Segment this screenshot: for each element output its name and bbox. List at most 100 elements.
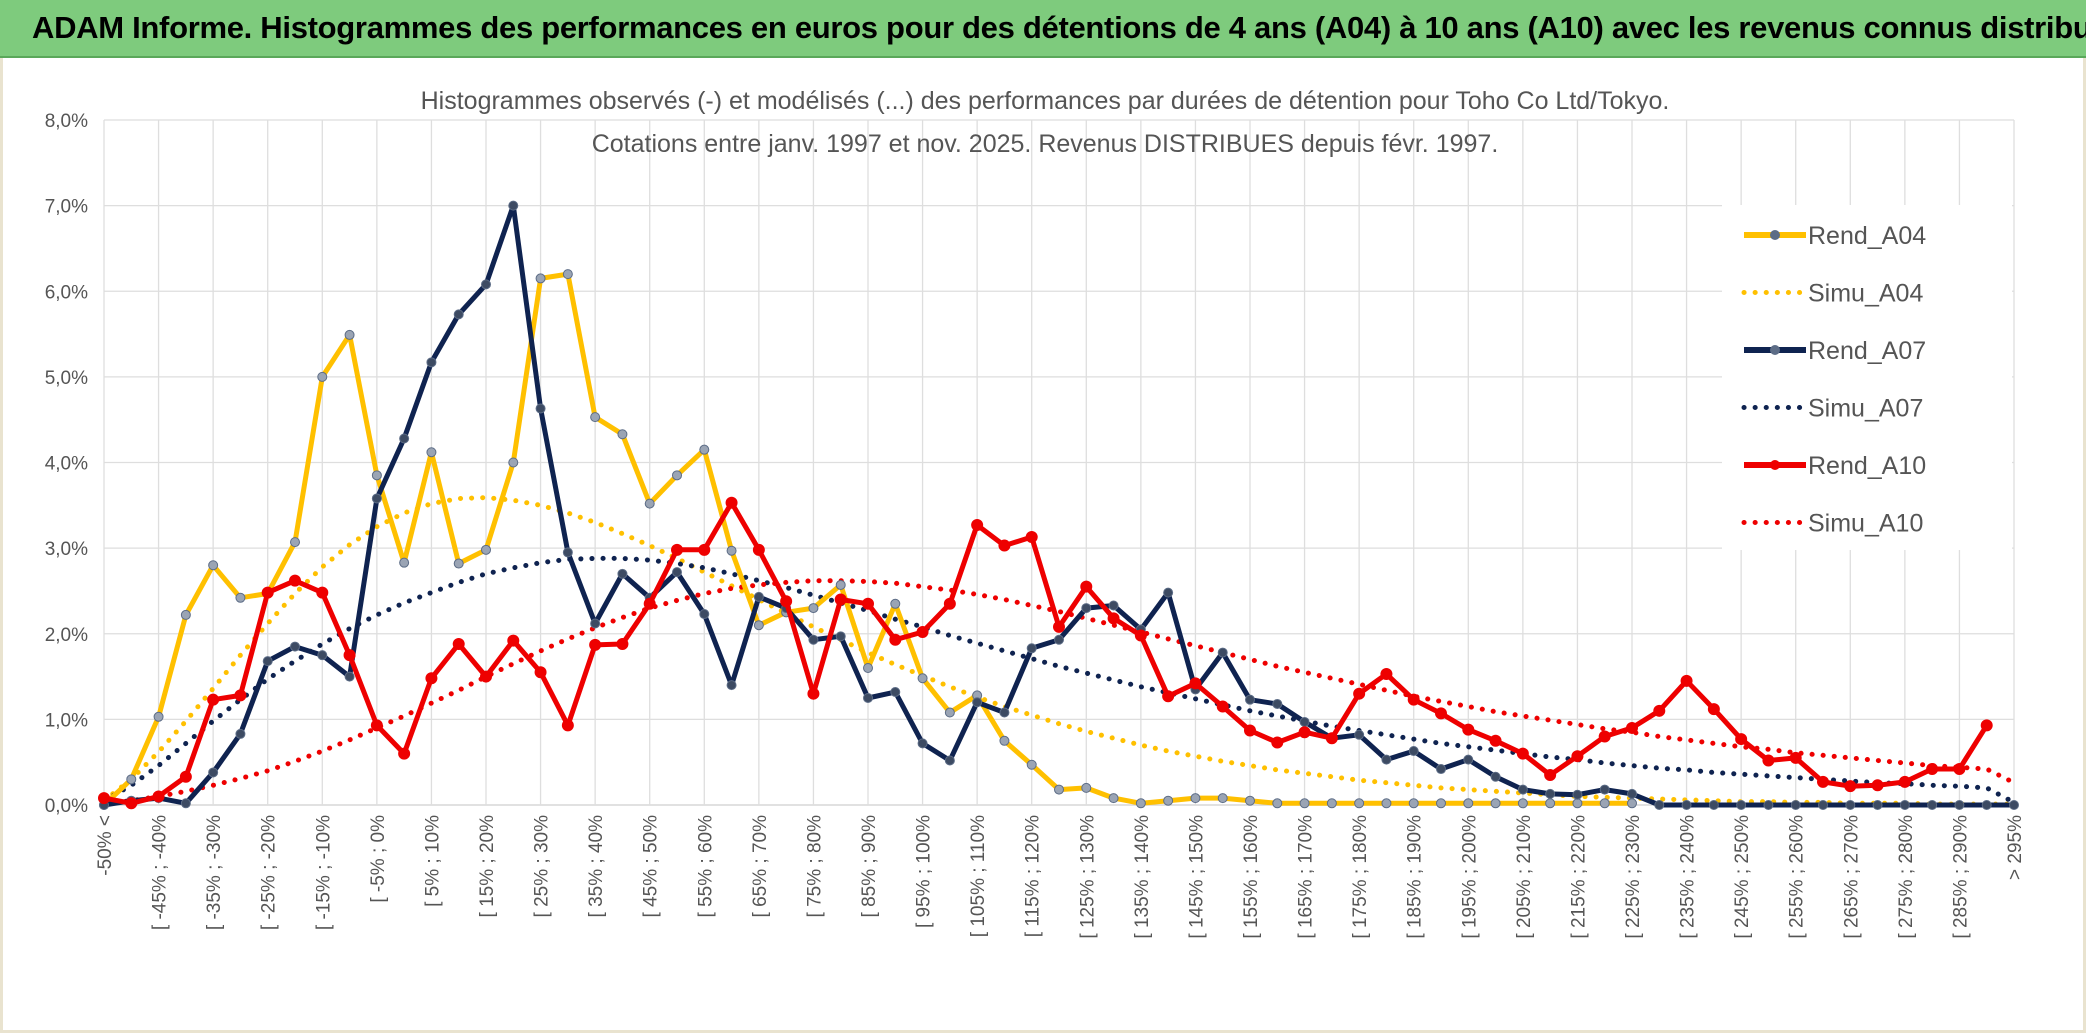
data-point [890,598,901,609]
data-point [1408,746,1419,757]
data-point [835,579,846,590]
data-point [343,649,356,662]
data-point [98,792,110,805]
x-tick-label: [ 15% ; 20% [477,815,498,918]
data-point [1980,719,1993,732]
report-banner: ADAM Informe. Histogrammes des performan… [0,0,2086,58]
data-point [671,543,683,556]
data-point [1462,723,1475,736]
data-point [1490,798,1501,809]
data-point [890,686,901,697]
data-point [1680,674,1693,687]
data-point [808,634,819,645]
data-point [1053,620,1065,633]
data-point [1627,798,1637,809]
x-tick-label: -50% < [95,815,116,876]
data-point [1598,730,1611,743]
data-point [1572,789,1583,800]
data-point [507,634,520,647]
data-point [153,711,164,722]
data-point [180,798,191,809]
y-tick-label: 1,0% [45,710,88,731]
y-tick-label: 6,0% [45,282,88,303]
data-point [261,586,274,599]
data-point [999,735,1010,746]
x-tick-label: [ 215% ; 220% [1568,815,1589,939]
data-point [971,519,984,532]
y-tick-label: 5,0% [45,368,88,389]
legend-box [1722,205,2012,550]
data-point [344,329,355,340]
x-tick-label: [ 45% ; 50% [641,815,662,918]
x-tick-label: [ 165% ; 170% [1296,815,1317,939]
x-tick-label: [ 205% ; 210% [1514,815,1535,939]
data-point [1708,800,1719,810]
data-point [399,557,410,568]
data-point [1271,736,1284,749]
data-point [481,279,491,290]
data-point [1163,795,1174,806]
data-point [179,770,192,783]
data-point [399,433,410,444]
data-point [426,447,437,458]
x-tick-label: [ 275% ; 280% [1896,815,1917,939]
x-tick-label: [ 265% ; 270% [1841,815,1862,939]
data-point [1134,629,1147,642]
x-tick-label: [ -25% ; -20% [259,815,280,930]
x-tick-label: [ 65% ; 70% [750,815,771,918]
data-point [1762,754,1775,767]
data-point [1107,612,1120,625]
report-title: ADAM Informe. Histogrammes des performan… [32,10,2086,45]
legend-label: Rend_A04 [1808,222,1926,250]
data-point [289,574,301,587]
legend-marker [1770,230,1780,240]
data-point [999,707,1010,718]
data-point [672,470,682,481]
data-point [589,638,602,651]
series-Simu_A07 [101,555,2017,805]
data-point [371,493,382,504]
data-point [152,790,165,803]
data-point [726,680,737,691]
data-point [1354,798,1365,809]
data-point [1217,647,1228,658]
data-point [1517,784,1528,795]
data-point [726,545,737,556]
x-tick-label: [ 105% ; 110% [968,815,989,937]
data-point [562,547,573,558]
y-tick-label: 7,0% [45,197,88,218]
data-point [753,620,764,631]
data-point [125,797,138,810]
data-point [1216,700,1229,713]
data-point [290,537,300,548]
data-point [1736,800,1747,810]
data-point [453,558,464,569]
data-point [480,670,492,683]
data-point [317,371,328,382]
series-line [101,578,2017,806]
legend-label: Simu_A04 [1808,280,1923,308]
data-point [943,597,956,610]
y-axis: 0,0% 1,0% 2,0% 3,0% 4,0% 5,0% 6,0% 7,0% 8,0% [45,111,88,817]
data-point [1325,732,1338,745]
data-point [1436,764,1446,775]
data-point [1381,754,1392,765]
data-point [889,633,902,646]
data-point [207,693,220,706]
data-point [1872,800,1883,810]
data-point [672,567,682,578]
x-tick-label: [ 225% ; 230% [1623,815,1644,939]
data-point [1025,530,1038,543]
data-point [780,595,793,608]
data-point [1407,693,1420,706]
data-point [1707,703,1720,716]
data-point [1245,795,1255,806]
data-point [1571,750,1584,763]
data-point [1245,694,1255,705]
data-point [1981,800,1992,810]
data-point [1436,798,1446,809]
data-point [535,403,546,414]
series-Simu_A10 [101,578,2017,806]
data-point [699,609,710,620]
data-point [1899,800,1910,810]
